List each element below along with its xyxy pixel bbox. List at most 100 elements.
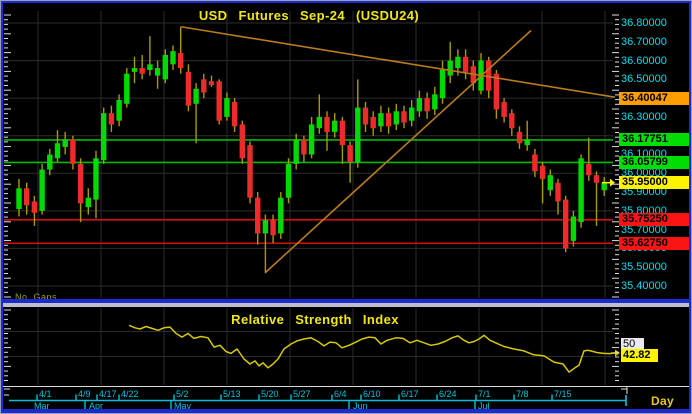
candle-body: [162, 54, 168, 80]
date-label: 4/1: [39, 389, 52, 399]
candle-body: [139, 68, 145, 74]
price-level-badge-support[interactable]: 35.75250: [619, 213, 689, 227]
candle-body: [116, 100, 122, 121]
candle-body: [62, 139, 68, 147]
candle-body: [108, 113, 115, 125]
date-label: 5/2: [176, 389, 189, 399]
period-day-label: Day: [651, 394, 674, 408]
month-label: May: [174, 401, 192, 411]
candle-body: [524, 139, 530, 146]
date-label: 5/13: [223, 389, 241, 399]
rsi-current-value-badge: 42.82: [621, 349, 658, 362]
candle-body: [231, 101, 238, 127]
trendline: [180, 25, 616, 98]
candle-body: [24, 188, 30, 206]
price-axis-label: 35.40000: [621, 279, 667, 292]
candle-body: [16, 188, 22, 209]
rsi-title: Relative Strength Index: [231, 312, 399, 327]
candle-body: [54, 143, 61, 159]
candle-body: [39, 169, 45, 211]
candle-body: [539, 165, 546, 179]
price-axis-label: 36.60000: [621, 54, 667, 67]
price-axis-label: 36.30000: [621, 110, 667, 123]
date-label: 5/27: [293, 389, 311, 399]
candle-body: [255, 197, 261, 234]
candle-body: [570, 216, 577, 241]
price-level-badge-support[interactable]: 35.62750: [619, 236, 689, 250]
candle-body: [262, 220, 269, 234]
month-label: Mar: [34, 401, 50, 411]
rsi-level-50-badge: 50: [621, 338, 644, 350]
candle-body: [185, 71, 192, 106]
date-label: 6/17: [401, 389, 419, 399]
candle-body: [278, 197, 284, 234]
candle-body: [147, 64, 153, 70]
date-label: 6/4: [334, 389, 347, 399]
price-level-badge-last-price[interactable]: 35.95000: [619, 176, 689, 190]
candle-body: [77, 163, 84, 204]
candle-body: [547, 175, 553, 191]
candle-body: [455, 56, 461, 69]
candle-body: [370, 116, 376, 129]
chart-title: USD Futures Sep-24 (USDU24): [198, 8, 420, 23]
candle-body: [216, 81, 222, 121]
candle-body: [124, 73, 130, 104]
date-label: 4/9: [78, 389, 91, 399]
candle-body: [324, 116, 330, 132]
candle-body: [385, 113, 392, 127]
price-level-badge-trendline-value[interactable]: 36.40047: [619, 91, 689, 105]
price-level-badge-resistance[interactable]: 36.05799: [619, 155, 689, 169]
candle-body: [555, 182, 561, 202]
candle-body: [247, 145, 253, 198]
candle-body: [601, 182, 607, 191]
last-price-arrow: [610, 178, 615, 187]
candle-body: [154, 68, 161, 76]
price-axis-label: 36.80000: [621, 17, 667, 29]
date-label: 7/1: [478, 389, 491, 399]
candle-body: [293, 139, 299, 164]
panel-divider-blue: [3, 299, 689, 303]
date-label: 4/22: [121, 389, 139, 399]
panel-splitter-handle[interactable]: [3, 303, 689, 307]
date-label: 6/10: [363, 389, 381, 399]
candle-body: [578, 158, 584, 223]
candle-body: [93, 158, 99, 200]
trendline: [264, 29, 532, 274]
candle-body: [586, 163, 592, 176]
candle-body: [563, 199, 569, 249]
candle-body: [31, 201, 38, 213]
date-label: 7/15: [554, 389, 572, 399]
candle-body: [393, 111, 399, 125]
month-label: Jun: [353, 401, 368, 411]
candle-body: [170, 51, 176, 65]
rsi-panel-bottom-border: [3, 386, 689, 387]
candle-body: [339, 120, 346, 146]
candle-body: [85, 197, 91, 208]
date-label: 4/17: [99, 389, 117, 399]
candle-body: [208, 81, 215, 85]
rsi-line: [128, 324, 616, 373]
candle-body: [347, 145, 353, 163]
candle-body: [378, 113, 384, 127]
candle-body: [432, 94, 438, 110]
price-axis-label: 36.50000: [621, 73, 667, 86]
no-gaps-label: No Gaps: [15, 292, 58, 302]
candle-body: [447, 60, 453, 76]
candle-body: [401, 111, 407, 123]
candle-body: [270, 220, 276, 236]
price-level-badge-resistance[interactable]: 36.17751: [619, 133, 689, 147]
candle-body: [178, 53, 184, 69]
month-label: Apr: [89, 401, 104, 411]
candle-body: [308, 124, 315, 155]
candle-body: [486, 60, 492, 91]
candle-body: [439, 69, 446, 99]
candle-body: [532, 154, 538, 172]
price-axis-label: 35.50000: [621, 261, 667, 274]
candle-body: [193, 88, 199, 104]
candle-body: [424, 98, 430, 112]
date-label: 7/8: [516, 389, 529, 399]
date-label: 5/20: [261, 389, 279, 399]
price-axis-label: 36.70000: [621, 35, 667, 48]
candle-body: [131, 68, 138, 72]
